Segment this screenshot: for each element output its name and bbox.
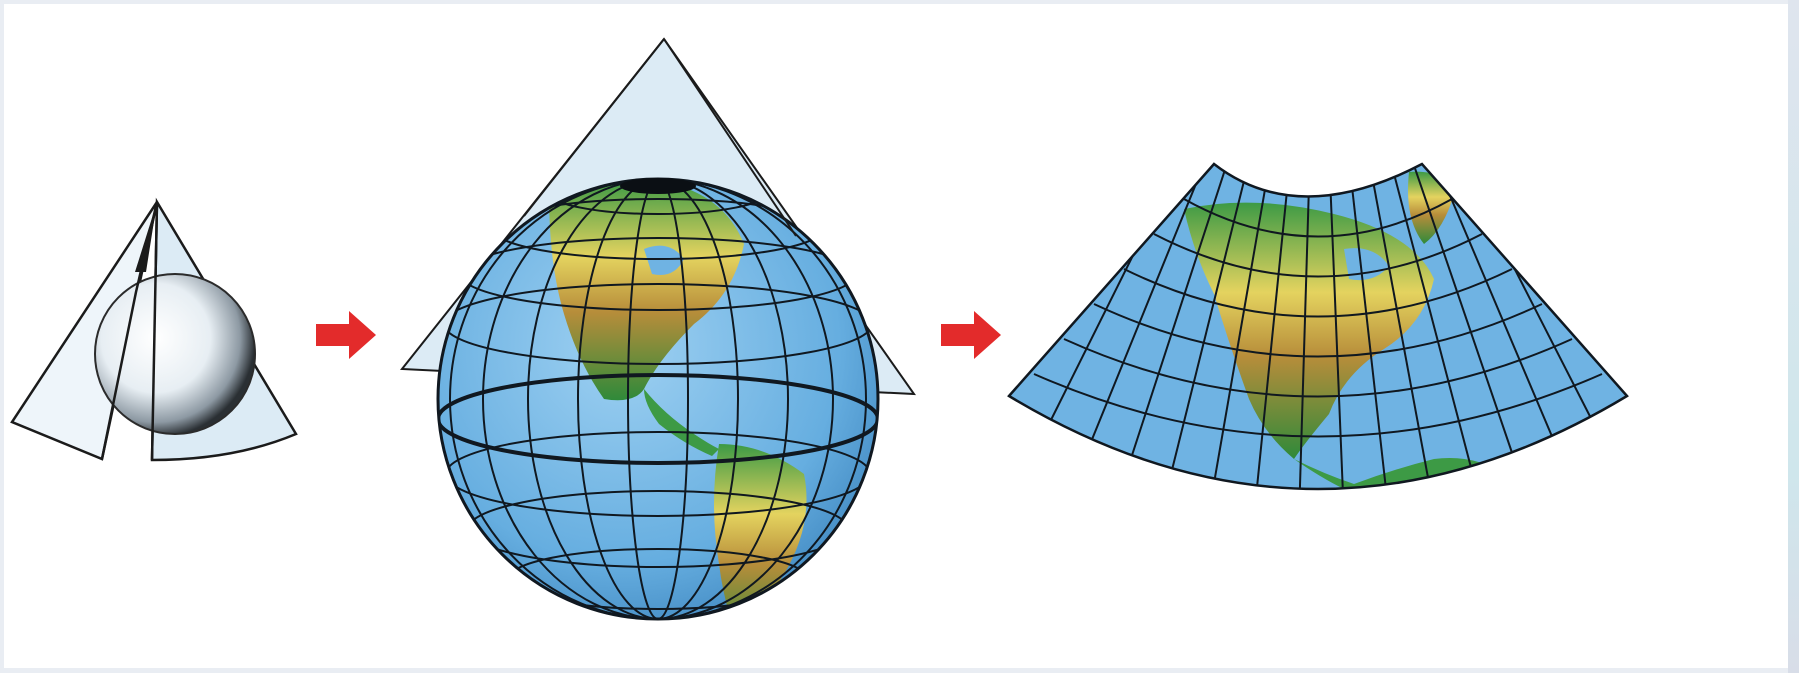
conic-projection-diagram — [10, 37, 1629, 621]
unrolled-conic-map-figure — [1007, 162, 1629, 491]
arrow-right-icon — [316, 311, 376, 359]
diagram-canvas — [4, 4, 1788, 668]
cone-over-sphere-figure — [10, 197, 298, 462]
sphere-icon — [94, 273, 256, 435]
arrow-right-icon — [941, 311, 1001, 359]
globe-icon — [436, 177, 880, 621]
cone-tangent-to-globe-figure — [400, 37, 916, 621]
window-edge — [1788, 0, 1799, 673]
map-graticule — [1009, 164, 1603, 489]
map-icon — [1007, 162, 1629, 491]
